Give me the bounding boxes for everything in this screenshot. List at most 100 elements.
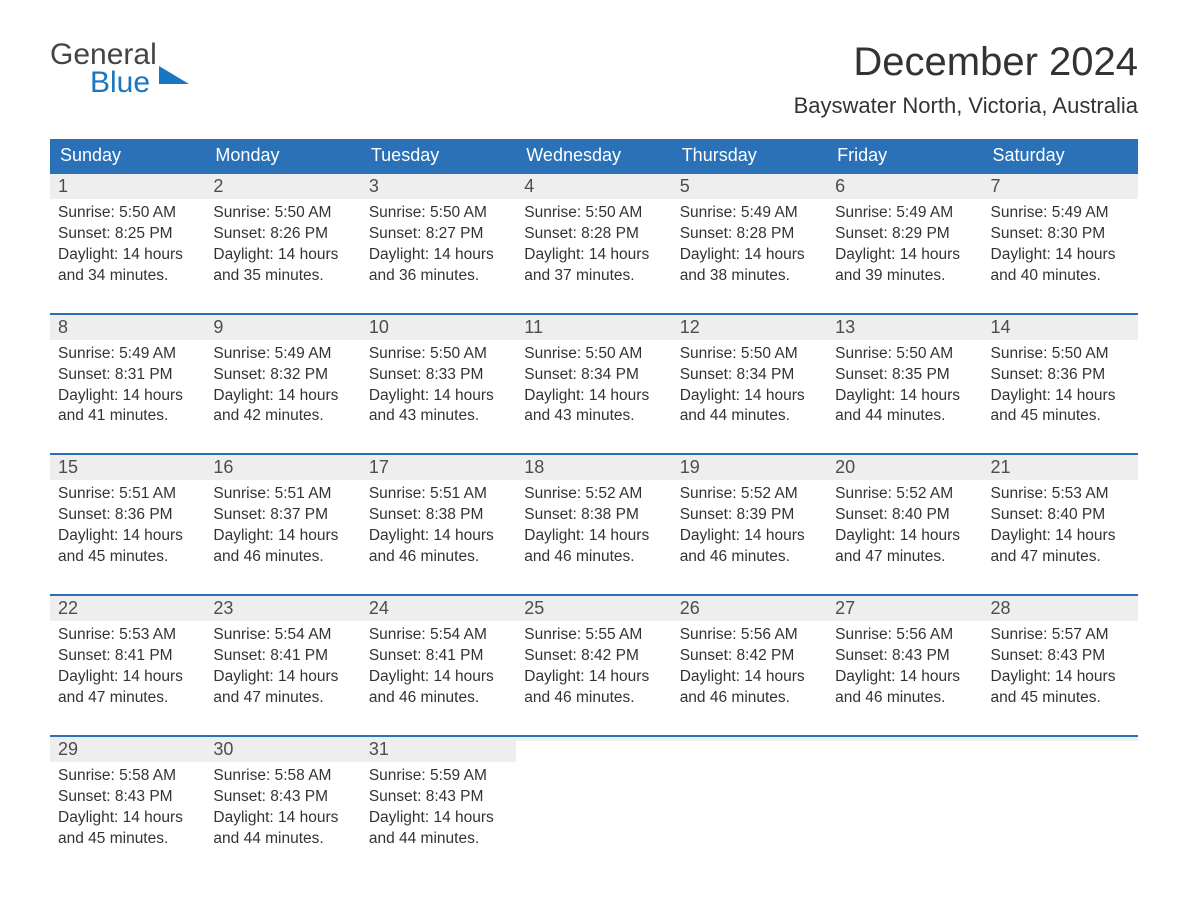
day-details: Sunrise: 5:50 AMSunset: 8:34 PMDaylight:… [516,340,671,436]
day-header: Thursday [672,139,827,172]
calendar-day: 8Sunrise: 5:49 AMSunset: 8:31 PMDaylight… [50,315,205,436]
calendar-day: 3Sunrise: 5:50 AMSunset: 8:27 PMDaylight… [361,174,516,295]
calendar-day: 30Sunrise: 5:58 AMSunset: 8:43 PMDayligh… [205,737,360,858]
day-details: Sunrise: 5:52 AMSunset: 8:39 PMDaylight:… [672,480,827,576]
calendar-day: 12Sunrise: 5:50 AMSunset: 8:34 PMDayligh… [672,315,827,436]
logo: General Blue [50,40,189,98]
day-number: 18 [516,455,671,480]
calendar-week: 8Sunrise: 5:49 AMSunset: 8:31 PMDaylight… [50,313,1138,436]
calendar-day: 24Sunrise: 5:54 AMSunset: 8:41 PMDayligh… [361,596,516,717]
day-details: Sunrise: 5:52 AMSunset: 8:40 PMDaylight:… [827,480,982,576]
day-number: 25 [516,596,671,621]
day-number: 6 [827,174,982,199]
day-details: Sunrise: 5:50 AMSunset: 8:26 PMDaylight:… [205,199,360,295]
day-details: Sunrise: 5:53 AMSunset: 8:41 PMDaylight:… [50,621,205,717]
calendar-day: 29Sunrise: 5:58 AMSunset: 8:43 PMDayligh… [50,737,205,858]
day-number: 1 [50,174,205,199]
day-details: Sunrise: 5:49 AMSunset: 8:32 PMDaylight:… [205,340,360,436]
day-details: Sunrise: 5:53 AMSunset: 8:40 PMDaylight:… [983,480,1138,576]
day-number: 8 [50,315,205,340]
logo-text-blue: Blue [50,68,157,98]
day-number: 22 [50,596,205,621]
day-number: 19 [672,455,827,480]
day-number: 2 [205,174,360,199]
day-details: Sunrise: 5:51 AMSunset: 8:38 PMDaylight:… [361,480,516,576]
calendar-day: 19Sunrise: 5:52 AMSunset: 8:39 PMDayligh… [672,455,827,576]
day-number: 5 [672,174,827,199]
day-number: 27 [827,596,982,621]
day-header: Tuesday [361,139,516,172]
day-details: Sunrise: 5:51 AMSunset: 8:37 PMDaylight:… [205,480,360,576]
calendar-day: 7Sunrise: 5:49 AMSunset: 8:30 PMDaylight… [983,174,1138,295]
calendar-day [672,737,827,858]
day-details: Sunrise: 5:50 AMSunset: 8:25 PMDaylight:… [50,199,205,295]
location-text: Bayswater North, Victoria, Australia [794,93,1138,119]
day-number: 11 [516,315,671,340]
calendar-week: 29Sunrise: 5:58 AMSunset: 8:43 PMDayligh… [50,735,1138,858]
calendar-day: 17Sunrise: 5:51 AMSunset: 8:38 PMDayligh… [361,455,516,576]
day-details: Sunrise: 5:54 AMSunset: 8:41 PMDaylight:… [205,621,360,717]
day-header: Sunday [50,139,205,172]
day-header: Wednesday [516,139,671,172]
day-details: Sunrise: 5:51 AMSunset: 8:36 PMDaylight:… [50,480,205,576]
day-details: Sunrise: 5:49 AMSunset: 8:31 PMDaylight:… [50,340,205,436]
day-details: Sunrise: 5:55 AMSunset: 8:42 PMDaylight:… [516,621,671,717]
day-details: Sunrise: 5:50 AMSunset: 8:28 PMDaylight:… [516,199,671,295]
day-number: 12 [672,315,827,340]
calendar-day: 1Sunrise: 5:50 AMSunset: 8:25 PMDaylight… [50,174,205,295]
day-header: Saturday [983,139,1138,172]
day-details: Sunrise: 5:49 AMSunset: 8:29 PMDaylight:… [827,199,982,295]
day-number: 30 [205,737,360,762]
logo-triangle-icon [159,66,189,84]
day-details: Sunrise: 5:50 AMSunset: 8:33 PMDaylight:… [361,340,516,436]
day-header: Friday [827,139,982,172]
day-details: Sunrise: 5:50 AMSunset: 8:36 PMDaylight:… [983,340,1138,436]
calendar-day: 25Sunrise: 5:55 AMSunset: 8:42 PMDayligh… [516,596,671,717]
day-number: 7 [983,174,1138,199]
calendar-week: 15Sunrise: 5:51 AMSunset: 8:36 PMDayligh… [50,453,1138,576]
page-header: General Blue December 2024 Bayswater Nor… [50,40,1138,119]
calendar-day: 10Sunrise: 5:50 AMSunset: 8:33 PMDayligh… [361,315,516,436]
day-details: Sunrise: 5:50 AMSunset: 8:27 PMDaylight:… [361,199,516,295]
calendar-day: 2Sunrise: 5:50 AMSunset: 8:26 PMDaylight… [205,174,360,295]
day-details: Sunrise: 5:56 AMSunset: 8:43 PMDaylight:… [827,621,982,717]
day-number: 15 [50,455,205,480]
calendar-day: 9Sunrise: 5:49 AMSunset: 8:32 PMDaylight… [205,315,360,436]
calendar-day: 20Sunrise: 5:52 AMSunset: 8:40 PMDayligh… [827,455,982,576]
calendar-week: 1Sunrise: 5:50 AMSunset: 8:25 PMDaylight… [50,172,1138,295]
calendar-day: 14Sunrise: 5:50 AMSunset: 8:36 PMDayligh… [983,315,1138,436]
title-block: December 2024 Bayswater North, Victoria,… [794,40,1138,119]
day-number: 9 [205,315,360,340]
calendar-day: 22Sunrise: 5:53 AMSunset: 8:41 PMDayligh… [50,596,205,717]
day-number: 31 [361,737,516,762]
calendar-day: 13Sunrise: 5:50 AMSunset: 8:35 PMDayligh… [827,315,982,436]
calendar-day: 23Sunrise: 5:54 AMSunset: 8:41 PMDayligh… [205,596,360,717]
day-details: Sunrise: 5:54 AMSunset: 8:41 PMDaylight:… [361,621,516,717]
day-details: Sunrise: 5:49 AMSunset: 8:30 PMDaylight:… [983,199,1138,295]
calendar-week: 22Sunrise: 5:53 AMSunset: 8:41 PMDayligh… [50,594,1138,717]
day-details: Sunrise: 5:50 AMSunset: 8:35 PMDaylight:… [827,340,982,436]
calendar-day [827,737,982,858]
calendar-day [516,737,671,858]
calendar-day: 4Sunrise: 5:50 AMSunset: 8:28 PMDaylight… [516,174,671,295]
calendar-day: 31Sunrise: 5:59 AMSunset: 8:43 PMDayligh… [361,737,516,858]
calendar-day: 21Sunrise: 5:53 AMSunset: 8:40 PMDayligh… [983,455,1138,576]
day-number: 16 [205,455,360,480]
calendar-day [983,737,1138,858]
calendar-day: 28Sunrise: 5:57 AMSunset: 8:43 PMDayligh… [983,596,1138,717]
calendar-day: 16Sunrise: 5:51 AMSunset: 8:37 PMDayligh… [205,455,360,576]
calendar-day: 26Sunrise: 5:56 AMSunset: 8:42 PMDayligh… [672,596,827,717]
day-details: Sunrise: 5:58 AMSunset: 8:43 PMDaylight:… [50,762,205,858]
day-number: 28 [983,596,1138,621]
day-number: 21 [983,455,1138,480]
day-number: 4 [516,174,671,199]
day-number: 29 [50,737,205,762]
day-number: 3 [361,174,516,199]
day-details: Sunrise: 5:52 AMSunset: 8:38 PMDaylight:… [516,480,671,576]
day-details: Sunrise: 5:59 AMSunset: 8:43 PMDaylight:… [361,762,516,858]
calendar-day: 11Sunrise: 5:50 AMSunset: 8:34 PMDayligh… [516,315,671,436]
day-header: Monday [205,139,360,172]
day-number: 24 [361,596,516,621]
day-number: 26 [672,596,827,621]
month-title: December 2024 [794,40,1138,85]
